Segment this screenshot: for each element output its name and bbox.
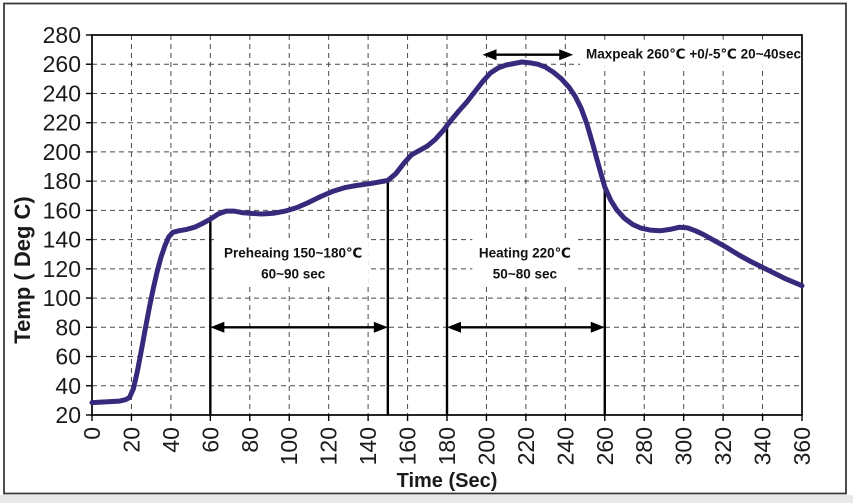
preheat-span-arrow-left-head: [210, 321, 225, 333]
annotation-text-layer: Preheaing 150~180℃ 60~90 sec Heating 220℃ 5…: [224, 46, 802, 281]
y-tick-label: 160: [43, 197, 81, 223]
maxpeak-span-arrow-right-head: [559, 49, 574, 61]
figure-border: [3, 2, 847, 495]
heating-span-arrow-right-head: [590, 321, 605, 333]
axes-layer: 0 20 40 60 80 100 120 140 160 180 200 220 240 260 280 3…: [43, 22, 815, 465]
x-axis-title: Time (Sec): [397, 470, 498, 492]
x-tick-label: 100: [276, 427, 302, 465]
y-tick-label: 40: [55, 373, 81, 399]
x-tick-label: 280: [631, 427, 657, 465]
y-tick-label: 60: [55, 344, 81, 370]
x-tick-label: 140: [355, 427, 381, 465]
x-tick-label: 120: [316, 427, 342, 465]
curve-layer: [89, 59, 805, 406]
x-tick-label: 300: [671, 427, 697, 465]
x-tick-label: 40: [158, 427, 184, 453]
preheating-label-line: 60~90 sec: [261, 267, 326, 282]
x-tick-label: 360: [789, 427, 815, 465]
temperature-profile-curve: [89, 59, 805, 406]
preheating-label-background: [217, 239, 369, 287]
x-tick-label: 260: [592, 427, 618, 465]
x-tick-label: 200: [473, 427, 499, 465]
heating-span-arrow-left-head: [447, 321, 461, 333]
preheat-span-arrow-right-head: [373, 321, 388, 333]
maxpeak-label-background: [580, 39, 807, 67]
x-tick-label: 160: [395, 427, 421, 465]
x-tick-label: 240: [552, 427, 578, 465]
heating-label-background: [472, 239, 578, 287]
heating-label-line: Heating 220℃: [479, 246, 571, 261]
y-tick-label: 280: [43, 22, 81, 48]
maxpeak-span-arrow-left-head: [482, 49, 497, 61]
annotation-bg-layer: [217, 39, 807, 287]
y-tick-label: 140: [43, 227, 81, 253]
y-tick-label: 100: [43, 285, 81, 311]
y-tick-label: 240: [43, 80, 81, 106]
y-tick-label: 220: [43, 110, 81, 136]
x-tick-label: 320: [710, 427, 736, 465]
maxpeak-label-line: Maxpeak 260℃ +0/-5℃ 20~40sec: [586, 46, 802, 61]
x-tick-label: 220: [513, 427, 539, 465]
y-tick-label: 120: [43, 256, 81, 282]
y-tick-label: 200: [43, 139, 81, 165]
x-tick-label: 180: [434, 427, 460, 465]
x-tick-label: 340: [750, 427, 776, 465]
heating-label-line: 50~80 sec: [493, 267, 558, 282]
marker-layer: [209, 49, 606, 415]
preheating-label-line: Preheaing 150~180℃: [224, 246, 362, 261]
y-tick-label: 20: [55, 402, 81, 428]
x-tick-label: 60: [197, 427, 223, 453]
x-tick-label: 0: [79, 427, 105, 440]
x-tick-label: 20: [118, 427, 144, 453]
y-axis-title: Temp ( Deg C): [10, 196, 35, 343]
x-tick-label: 80: [237, 427, 263, 453]
y-tick-label: 80: [55, 314, 81, 340]
figure-frame-layer: [3, 2, 847, 495]
y-tick-label: 260: [43, 51, 81, 77]
y-tick-label: 180: [43, 168, 81, 194]
screenshot-edge-strip: [0, 495, 853, 503]
